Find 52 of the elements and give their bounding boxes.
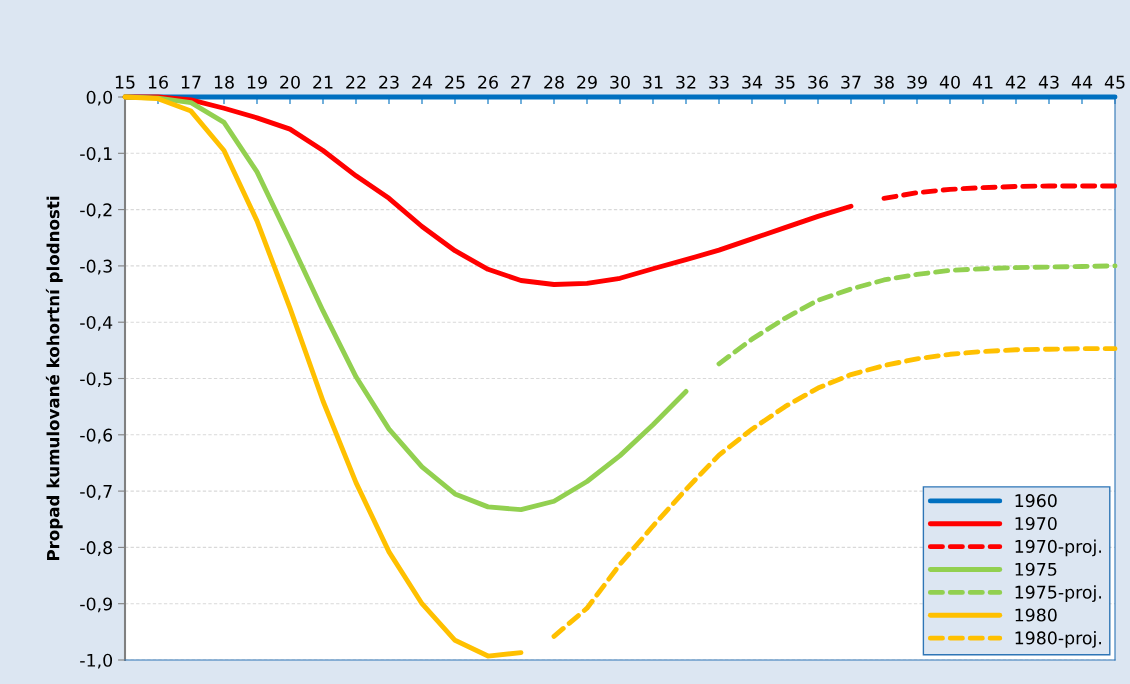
legend-label: 1975-proj. [1015, 585, 1101, 603]
x-tick-label: 29 [577, 75, 597, 89]
x-tick-label: 26 [478, 75, 498, 89]
y-tick-label: -0,4 [80, 315, 113, 331]
y-axis-title: Propad kumulované kohortní plodnosti [45, 196, 63, 561]
x-tick-label: 40 [939, 75, 960, 89]
legend-label: 1980 [1015, 608, 1057, 622]
x-tick-label: 32 [676, 75, 696, 89]
legend-label: 1980-proj. [1015, 631, 1101, 648]
y-tick-label: -0,9 [80, 597, 112, 613]
line-series [716, 263, 1118, 367]
x-tick-label: 17 [181, 75, 201, 89]
legend-label: 1970 [1015, 516, 1057, 531]
x-tick-label: 31 [643, 75, 663, 89]
y-tick-label: 0,0 [86, 90, 113, 106]
legend-label: 1975 [1015, 562, 1057, 576]
x-tick-label: 36 [808, 75, 828, 89]
y-tick-label: -0,7 [80, 484, 112, 500]
x-tick-label: 22 [346, 75, 366, 89]
y-tick-label: -0,2 [80, 203, 112, 219]
y-tick-label: -0,1 [80, 147, 112, 162]
y-tick-label: -0,6 [80, 428, 113, 444]
x-tick-label: 24 [412, 75, 433, 89]
x-tick-label: 23 [379, 75, 399, 89]
y-tick-label: -0,5 [80, 372, 112, 388]
x-tick-label: 39 [907, 75, 927, 89]
x-tick-label: 42 [1005, 75, 1026, 89]
x-tick-label: 25 [445, 75, 465, 89]
x-tick-label: 45 [1104, 75, 1125, 89]
x-tick-label: 38 [874, 75, 894, 89]
x-tick-label: 15 [115, 75, 135, 89]
y-tick-label: -0,8 [80, 541, 113, 557]
x-tick-label: 44 [1071, 75, 1093, 89]
x-tick-label: 33 [709, 75, 729, 89]
x-tick-label: 34 [742, 75, 763, 89]
x-tick-label: 18 [214, 75, 234, 89]
legend-label: 1960 [1015, 494, 1057, 508]
x-tick-label: 35 [775, 75, 795, 89]
x-tick-label: 37 [841, 75, 861, 89]
x-tick-label: 19 [247, 75, 267, 89]
y-tick-label: -0,3 [80, 259, 112, 275]
x-tick-label: 30 [610, 75, 630, 89]
x-tick-label: 20 [280, 75, 300, 89]
x-tick-label: 41 [972, 75, 993, 89]
y-tick-label: -1,0 [80, 653, 113, 669]
x-tick-label: 43 [1038, 75, 1059, 89]
legend-label: 1970-proj. [1015, 539, 1101, 557]
x-tick-label: 28 [544, 75, 564, 89]
line-series [881, 183, 1118, 201]
x-tick-label: 27 [511, 75, 531, 89]
x-tick-label: 16 [148, 75, 168, 89]
x-tick-label: 21 [313, 75, 333, 89]
